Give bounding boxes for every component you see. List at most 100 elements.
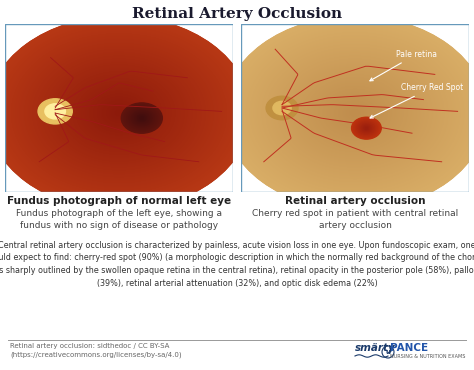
- Circle shape: [41, 56, 197, 171]
- Circle shape: [0, 23, 241, 203]
- Circle shape: [365, 127, 368, 130]
- Circle shape: [134, 112, 149, 124]
- Circle shape: [95, 95, 143, 131]
- Circle shape: [38, 54, 200, 172]
- Circle shape: [363, 125, 370, 131]
- Circle shape: [1, 26, 237, 200]
- Circle shape: [129, 109, 154, 127]
- Circle shape: [340, 102, 370, 124]
- Circle shape: [280, 57, 430, 169]
- Circle shape: [81, 85, 157, 141]
- Text: Retinal Artery Occlusion: Retinal Artery Occlusion: [132, 7, 342, 21]
- Circle shape: [42, 57, 196, 169]
- Circle shape: [286, 63, 424, 164]
- Circle shape: [70, 77, 168, 149]
- Circle shape: [360, 124, 373, 132]
- Circle shape: [352, 111, 358, 115]
- Circle shape: [135, 113, 149, 123]
- Circle shape: [295, 69, 414, 157]
- Circle shape: [140, 117, 143, 119]
- Circle shape: [112, 108, 126, 118]
- Text: Cherry red spot in patient with central retinal
artery occlusion: Cherry red spot in patient with central …: [252, 209, 458, 231]
- Circle shape: [57, 67, 181, 159]
- Circle shape: [350, 109, 360, 117]
- Circle shape: [110, 106, 128, 120]
- Circle shape: [52, 63, 186, 163]
- Circle shape: [103, 101, 135, 125]
- Circle shape: [121, 103, 162, 133]
- Circle shape: [45, 58, 193, 168]
- Circle shape: [237, 26, 473, 200]
- Circle shape: [334, 97, 376, 129]
- Circle shape: [355, 120, 378, 137]
- Circle shape: [94, 94, 144, 132]
- Circle shape: [357, 121, 376, 135]
- Circle shape: [360, 123, 373, 133]
- Circle shape: [36, 52, 202, 174]
- Circle shape: [134, 112, 150, 124]
- Circle shape: [361, 124, 372, 132]
- Circle shape: [339, 101, 371, 125]
- Circle shape: [129, 108, 155, 128]
- Circle shape: [83, 87, 155, 139]
- Circle shape: [126, 106, 158, 130]
- Circle shape: [251, 36, 459, 190]
- Circle shape: [54, 65, 184, 161]
- Circle shape: [126, 107, 157, 130]
- Circle shape: [359, 122, 374, 134]
- Circle shape: [138, 115, 145, 121]
- Circle shape: [18, 39, 219, 187]
- Circle shape: [362, 125, 371, 132]
- Circle shape: [0, 18, 247, 208]
- Circle shape: [352, 117, 381, 139]
- Text: Pale retina: Pale retina: [370, 50, 437, 81]
- Circle shape: [0, 20, 246, 206]
- Circle shape: [366, 128, 367, 129]
- Circle shape: [256, 40, 454, 186]
- Circle shape: [0, 17, 250, 209]
- Circle shape: [263, 45, 447, 181]
- Circle shape: [44, 57, 194, 169]
- Circle shape: [50, 63, 188, 164]
- Circle shape: [66, 74, 172, 152]
- Circle shape: [335, 98, 375, 128]
- Circle shape: [0, 25, 238, 201]
- Circle shape: [140, 117, 144, 120]
- Circle shape: [85, 88, 154, 138]
- Circle shape: [226, 17, 474, 209]
- Circle shape: [310, 80, 400, 146]
- Circle shape: [277, 56, 433, 171]
- Circle shape: [53, 64, 185, 162]
- Circle shape: [357, 122, 375, 135]
- Circle shape: [137, 115, 146, 122]
- Circle shape: [0, 24, 239, 202]
- Circle shape: [86, 89, 152, 137]
- Text: Retinal artery occlusion: Retinal artery occlusion: [285, 196, 425, 206]
- Circle shape: [238, 27, 471, 199]
- Circle shape: [61, 70, 177, 156]
- Circle shape: [92, 94, 146, 132]
- Circle shape: [364, 127, 369, 130]
- Circle shape: [356, 120, 377, 136]
- Circle shape: [261, 44, 449, 182]
- Circle shape: [337, 100, 374, 127]
- Circle shape: [128, 108, 155, 128]
- Circle shape: [118, 112, 120, 114]
- Circle shape: [10, 33, 228, 193]
- Circle shape: [293, 67, 417, 159]
- Circle shape: [87, 90, 151, 137]
- Circle shape: [111, 107, 127, 119]
- Text: Fundus photograph of normal left eye: Fundus photograph of normal left eye: [7, 196, 231, 206]
- Circle shape: [270, 51, 439, 175]
- Circle shape: [29, 47, 209, 179]
- Circle shape: [107, 104, 131, 122]
- Circle shape: [314, 83, 396, 143]
- Circle shape: [305, 76, 405, 150]
- Circle shape: [302, 74, 408, 152]
- Circle shape: [281, 58, 429, 168]
- Circle shape: [297, 70, 413, 156]
- Circle shape: [7, 30, 231, 196]
- Circle shape: [17, 38, 221, 188]
- Circle shape: [255, 39, 456, 187]
- Circle shape: [104, 102, 134, 124]
